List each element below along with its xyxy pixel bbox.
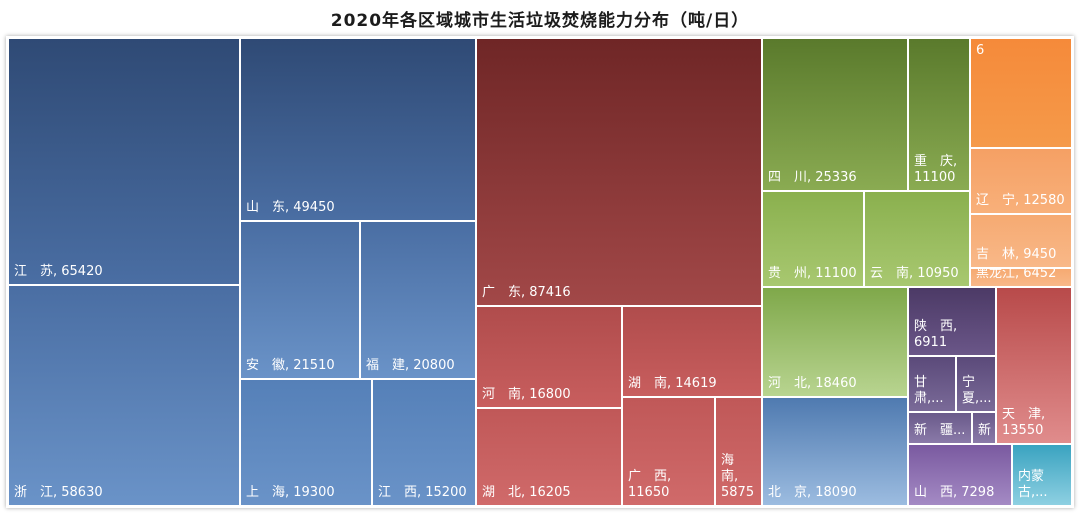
treemap-cell: 河 南, 16800 — [476, 306, 622, 408]
treemap: 江 苏, 65420 浙 江, 58630 山 东, 49450 安 徽, 21510… — [8, 38, 1072, 506]
treemap-cell: 6 — [970, 38, 1072, 148]
treemap-cell: 甘 肃,... — [908, 356, 956, 412]
treemap-cell-label: 广 西, 11650 — [628, 469, 672, 500]
treemap-cell: 湖 北, 16205 — [476, 408, 622, 506]
treemap-cell-label: 湖 南, 14619 — [628, 376, 717, 391]
treemap-cell-label: 山 东, 49450 — [246, 200, 335, 215]
treemap-cell-label: 云 南, 10950 — [870, 266, 959, 281]
treemap-cell-label: 江 苏, 65420 — [14, 264, 103, 279]
treemap-cell: 海 南, 5875 — [715, 397, 762, 506]
treemap-cell-label: 重 庆, 11100 — [914, 154, 958, 185]
treemap-cell: 山 东, 49450 — [240, 38, 476, 221]
treemap-cell: 贵 州, 11100 — [762, 191, 864, 287]
treemap-cell-label: 贵 州, 11100 — [768, 266, 857, 281]
treemap-cell-label: 陕 西, 6911 — [914, 319, 958, 350]
treemap-cell-label: 辽 宁, 12580 — [976, 193, 1065, 208]
treemap-cell: 内蒙 古,... — [1012, 444, 1072, 506]
treemap-cell: 陕 西, 6911 — [908, 287, 996, 356]
treemap-cell: 云 南, 10950 — [864, 191, 970, 287]
treemap-cell-label: 吉 林, 9450 — [976, 247, 1057, 262]
treemap-cell: 湖 南, 14619 — [622, 306, 762, 397]
treemap-cell-label: 6 — [976, 43, 985, 58]
treemap-cell: 新 疆... — [908, 412, 972, 444]
treemap-cell: 宁 夏,... — [956, 356, 996, 412]
treemap-cell: 北 京, 18090 — [762, 397, 908, 506]
treemap-cell-label: 北 京, 18090 — [768, 485, 857, 500]
treemap-cell-label: 甘 肃,... — [914, 375, 944, 406]
treemap-cell-label: 广 东, 87416 — [482, 285, 571, 300]
treemap-cell-label: 天 津, 13550 — [1002, 407, 1046, 438]
treemap-cell-label: 福 建, 20800 — [366, 358, 455, 373]
treemap-cell-label: 四 川, 25336 — [768, 170, 857, 185]
treemap-cell: 四 川, 25336 — [762, 38, 908, 191]
treemap-cell: 浙 江, 58630 — [8, 285, 240, 506]
treemap-cell-label: 安 徽, 21510 — [246, 358, 335, 373]
treemap-cell-label: 海 南, 5875 — [721, 453, 755, 500]
treemap-cell: 重 庆, 11100 — [908, 38, 970, 191]
treemap-cell: 天 津, 13550 — [996, 287, 1072, 444]
treemap-cell-label: 新 — [978, 423, 992, 438]
treemap-cell: 安 徽, 21510 — [240, 221, 360, 379]
treemap-cell: 山 西, 7298 — [908, 444, 1012, 506]
treemap-cell-label: 江 西, 15200 — [378, 485, 467, 500]
treemap-cell-label: 内蒙 古,... — [1018, 469, 1048, 500]
treemap-cell-label: 河 南, 16800 — [482, 387, 571, 402]
treemap-cell-label: 黑龙江, 6452 — [976, 268, 1057, 281]
treemap-cell: 黑龙江, 6452 — [970, 268, 1072, 287]
treemap-cell-label: 浙 江, 58630 — [14, 485, 103, 500]
treemap-cell: 上 海, 19300 — [240, 379, 372, 506]
treemap-cell: 广 东, 87416 — [476, 38, 762, 306]
treemap-cell-label: 上 海, 19300 — [246, 485, 335, 500]
treemap-cell: 江 西, 15200 — [372, 379, 476, 506]
treemap-cell: 辽 宁, 12580 — [970, 148, 1072, 214]
treemap-cell-label: 新 疆... — [914, 423, 966, 438]
treemap-cell: 新 — [972, 412, 996, 444]
treemap-cell: 河 北, 18460 — [762, 287, 908, 397]
treemap-cell: 福 建, 20800 — [360, 221, 476, 379]
treemap-cell: 江 苏, 65420 — [8, 38, 240, 285]
treemap-cell-label: 湖 北, 16205 — [482, 485, 571, 500]
treemap-cell: 广 西, 11650 — [622, 397, 715, 506]
chart-title: 2020年各区域城市生活垃圾焚烧能力分布（吨/日） — [330, 11, 750, 31]
treemap-cell-label: 宁 夏,... — [962, 375, 992, 406]
treemap-cell-label: 河 北, 18460 — [768, 376, 857, 391]
treemap-cell: 吉 林, 9450 — [970, 214, 1072, 268]
treemap-cell-label: 山 西, 7298 — [914, 485, 995, 500]
